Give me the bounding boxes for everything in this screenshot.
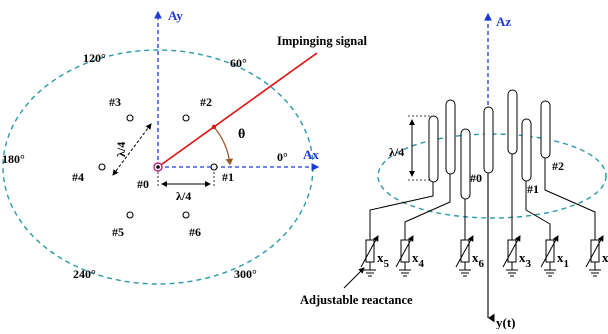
element-1 [210, 163, 218, 171]
angle-60-label: 60° [230, 56, 247, 70]
element-3-label: #3 [109, 95, 121, 109]
feed-line-5 [369, 182, 434, 240]
reactance-label: x1 [557, 250, 569, 270]
monopole-2-label: #2 [552, 159, 564, 173]
reactance-1[interactable]: x1 [540, 235, 569, 277]
monopole-3 [507, 89, 518, 155]
angle-300-label: 300° [234, 267, 257, 281]
element-4-label: #4 [72, 170, 84, 184]
monopole-6 [460, 128, 471, 200]
right-antenna-diagram: Az λ/4 #0 #1 #2 y(t) x5 x4 x6 x3 x1 x2 Adjust… [300, 12, 608, 330]
reactance-label: x3 [519, 250, 532, 270]
y-axis-label: Ay [168, 8, 183, 23]
reactance-label: x4 [412, 250, 425, 270]
left-array-diagram: Ay Ax Impinging signal θ 0° 60° 120° 180… [2, 8, 367, 285]
theta-label: θ [238, 127, 245, 142]
monopole-4 [445, 99, 456, 175]
theta-arc [213, 126, 234, 166]
z-axis-label: Az [496, 14, 511, 29]
reactance-2[interactable]: x2 [585, 235, 608, 277]
monopole-1 [521, 118, 532, 182]
reactance-caption: Adjustable reactance [300, 293, 413, 307]
angle-180-label: 180° [2, 152, 25, 166]
feed-line-1 [525, 181, 551, 240]
adjust-arrow-icon [540, 235, 559, 268]
element-3 [126, 114, 134, 122]
reactance-3[interactable]: x3 [502, 235, 532, 277]
element-6 [182, 211, 190, 219]
feed-line-4 [404, 174, 451, 240]
reactance-group: x5 x4 x6 x3 x1 x2 [360, 235, 608, 277]
monopole-0-label: #0 [470, 171, 482, 185]
adjust-arrow-icon [502, 235, 521, 268]
feed-line-2 [544, 158, 596, 240]
angle-240-label: 240° [73, 267, 96, 281]
reactance-6[interactable]: x6 [455, 235, 485, 277]
reactance-4[interactable]: x4 [395, 235, 425, 277]
reactance-5[interactable]: x5 [360, 235, 390, 277]
adjust-arrow-icon [395, 235, 414, 268]
element-0-label: #0 [137, 177, 149, 191]
x-axis-label: Ax [303, 147, 319, 162]
reactance-caption-pointer [343, 267, 365, 289]
angle-0-label: 0° [277, 150, 288, 164]
output-label: y(t) [496, 315, 516, 329]
monopole-1-label: #1 [527, 182, 539, 196]
monopole-0 [483, 106, 494, 174]
adjust-arrow-icon [360, 235, 379, 268]
horizontal-spacing-label: λ/4 [176, 189, 191, 203]
diagonal-spacing-dimension [112, 123, 152, 176]
reactance-label: x2 [602, 250, 608, 270]
height-label: λ/4 [389, 145, 404, 159]
element-2-label: #2 [200, 95, 212, 109]
adjust-arrow-icon [585, 235, 604, 268]
reactance-label: x6 [472, 250, 485, 270]
element-5 [126, 211, 134, 219]
reactance-label: x5 [377, 250, 390, 270]
angle-120-label: 120° [83, 51, 106, 65]
diagonal-spacing-label: λ/4 [114, 142, 128, 157]
element-5-label: #5 [112, 225, 124, 239]
element-6-label: #6 [189, 225, 201, 239]
monopole-5 [428, 115, 439, 183]
element-0 [156, 165, 160, 169]
element-4 [98, 163, 106, 171]
element-1-label: #1 [222, 170, 234, 184]
adjust-arrow-icon [455, 235, 474, 268]
impinging-signal-ray [157, 52, 318, 168]
monopole-2 [540, 100, 551, 159]
element-2 [182, 114, 190, 122]
impinging-signal-label: Impinging signal [277, 34, 367, 48]
